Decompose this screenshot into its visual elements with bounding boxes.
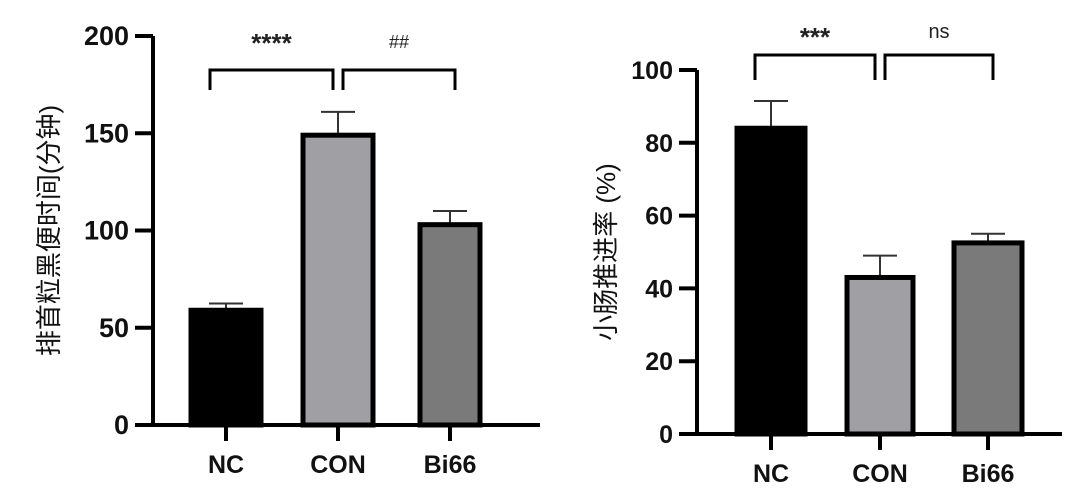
x-tick-label: Bi66 (962, 460, 1015, 488)
bar-bi66 (417, 222, 483, 428)
significance-bracket (883, 53, 995, 80)
y-axis-label: 小肠推进率 (%) (591, 163, 621, 341)
y-axis-label: 排首粒黑便时间(分钟) (34, 105, 64, 356)
significance-label: *** (800, 22, 831, 52)
bar-con (844, 274, 916, 437)
y-tick-label: 150 (84, 118, 129, 148)
y-tick-label: 200 (84, 21, 129, 51)
significance-label: ## (389, 32, 409, 52)
y-tick-label: 60 (645, 203, 673, 231)
significance-bracket (208, 68, 335, 90)
x-tick-label: CON (852, 460, 908, 488)
y-tick-label: 0 (114, 410, 129, 440)
chart-panel-2: 0 20 40 60 80 100 小肠推进率 (%) NC CON Bi66 *** ns (591, 21, 1062, 488)
y-tick-label: 0 (659, 421, 673, 449)
significance-label: ns (928, 21, 949, 43)
x-tick-label: NC (208, 451, 244, 479)
y-tick-label: 100 (84, 216, 129, 246)
y-tick-label: 100 (631, 57, 673, 85)
bar-con (300, 132, 376, 428)
chart-panel-1: 0 50 100 150 200 排首粒黑便时间(分钟) NC CON Bi66 **** ## (34, 21, 540, 479)
bar-nc (188, 307, 264, 428)
significance-label: **** (251, 28, 292, 58)
x-tick-label: NC (753, 460, 789, 488)
y-tick-label: 50 (99, 313, 129, 343)
bar-nc (734, 125, 808, 437)
y-tick-label: 20 (645, 348, 673, 376)
x-tick-label: Bi66 (424, 451, 477, 479)
bar-bi66 (951, 240, 1025, 437)
significance-bracket (753, 53, 877, 80)
y-tick-label: 80 (645, 130, 673, 158)
x-tick-label: CON (310, 451, 366, 479)
significance-bracket (341, 68, 457, 90)
y-tick-label: 40 (645, 275, 673, 303)
